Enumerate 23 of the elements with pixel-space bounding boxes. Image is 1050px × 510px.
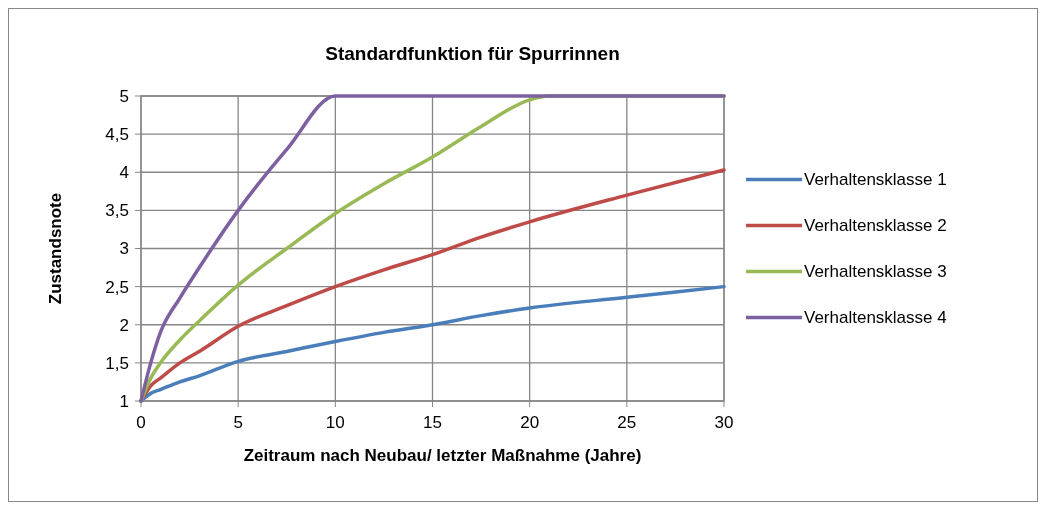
legend-label: Verhaltensklasse 4 [804, 308, 947, 328]
y-tick-label: 4,5 [105, 125, 129, 145]
y-tick-label: 3 [119, 239, 129, 259]
chart-title: Standardfunktion für Spurrinnen [325, 43, 620, 64]
legend-label: Verhaltensklasse 1 [804, 170, 947, 190]
x-tick-label: 0 [136, 413, 146, 432]
y-tick-label: 1 [119, 391, 129, 411]
y-axis-title: Zustandsnote [46, 192, 65, 305]
legend-label: Verhaltensklasse 2 [804, 216, 947, 236]
y-tick-label: 3,5 [105, 201, 129, 221]
y-tick-label: 5 [119, 86, 129, 106]
legend-label: Verhaltensklasse 3 [804, 262, 947, 282]
x-axis-title: Zeitraum nach Neubau/ letzter Maßnahme (Jahre) [243, 446, 642, 465]
x-tick-label: 20 [520, 413, 540, 432]
x-tick-label: 15 [423, 413, 442, 432]
y-tick-label: 2,5 [105, 277, 129, 297]
y-tick-label: 4 [119, 163, 129, 183]
x-tick-label: 25 [617, 413, 637, 432]
y-tick-label: 1,5 [105, 353, 129, 373]
x-tick-label: 30 [714, 413, 734, 432]
x-tick-label: 10 [325, 413, 345, 432]
x-tick-label: 5 [233, 413, 243, 432]
y-tick-label: 2 [119, 315, 129, 335]
